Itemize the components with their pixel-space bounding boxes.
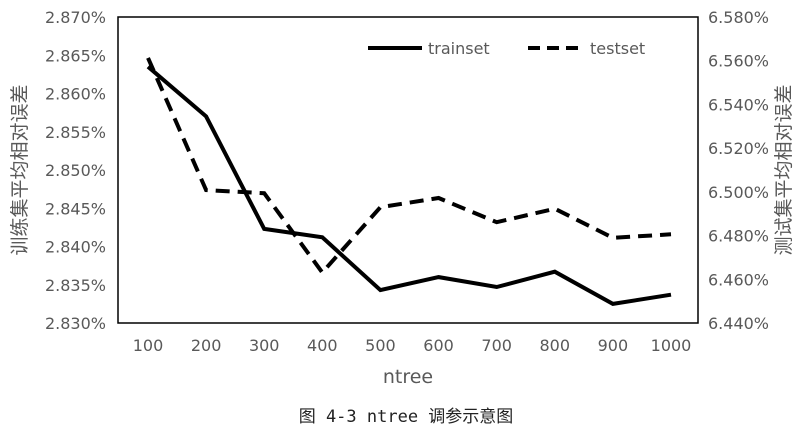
- left-tick-label: 2.865%: [45, 46, 106, 65]
- x-tick-label: 200: [191, 336, 222, 355]
- series-lines: [146, 57, 672, 306]
- right-axis-title: 测试集平均相对误差: [773, 84, 795, 255]
- left-tick-label: 2.870%: [45, 8, 106, 27]
- left-tick-label: 2.840%: [45, 238, 106, 257]
- x-tick-label: 800: [540, 336, 571, 355]
- x-tick-label: 700: [481, 336, 512, 355]
- right-tick-label: 6.560%: [708, 52, 769, 71]
- right-axis-ticks: 6.440% 6.460% 6.480% 6.500% 6.520% 6.540% 6.56…: [708, 8, 769, 333]
- right-tick-label: 6.480%: [708, 227, 769, 246]
- right-tick-label: 6.460%: [708, 270, 769, 289]
- left-tick-label: 2.850%: [45, 161, 106, 180]
- right-tick-label: 6.580%: [708, 8, 769, 27]
- x-axis-ticks: 100 200 300 400 500 600 700 800 900 1000: [133, 336, 692, 355]
- x-tick-label: 100: [133, 336, 164, 355]
- right-tick-label: 6.520%: [708, 139, 769, 158]
- legend-label-testset: testset: [590, 39, 645, 58]
- right-tick-label: 6.500%: [708, 183, 769, 202]
- left-tick-label: 2.855%: [45, 123, 106, 142]
- x-tick-label: 400: [307, 336, 338, 355]
- x-axis-title: ntree: [383, 366, 433, 388]
- right-tick-label: 6.440%: [708, 314, 769, 333]
- x-tick-label: 600: [423, 336, 454, 355]
- left-axis-title: 训练集平均相对误差: [9, 84, 31, 255]
- left-tick-label: 2.835%: [45, 276, 106, 295]
- legend: trainset testset: [368, 39, 645, 58]
- legend-label-trainset: trainset: [428, 39, 490, 58]
- line-chart: 2.830% 2.835% 2.840% 2.845% 2.850% 2.855% 2.86…: [9, 8, 795, 388]
- figure-caption: 图 4-3 ntree 调参示意图: [298, 407, 514, 427]
- series-line-testset: [146, 57, 672, 276]
- left-axis-ticks: 2.830% 2.835% 2.840% 2.845% 2.850% 2.855% 2.86…: [45, 8, 106, 333]
- right-tick-label: 6.540%: [708, 95, 769, 114]
- plot-frame: [117, 16, 699, 324]
- x-tick-label: 500: [365, 336, 396, 355]
- left-tick-label: 2.845%: [45, 199, 106, 218]
- x-tick-label: 1000: [651, 336, 692, 355]
- series-line-trainset: [146, 65, 672, 306]
- left-tick-label: 2.860%: [45, 85, 106, 104]
- x-tick-label: 300: [249, 336, 280, 355]
- x-tick-label: 900: [598, 336, 629, 355]
- left-tick-label: 2.830%: [45, 314, 106, 333]
